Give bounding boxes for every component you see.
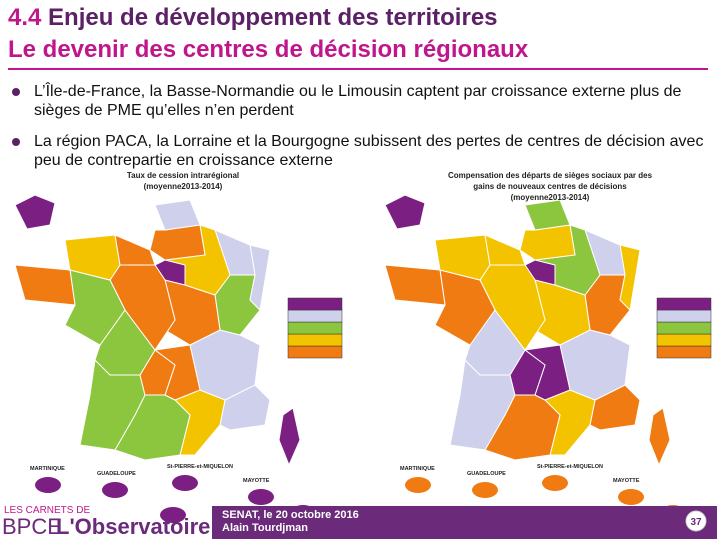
footer-author: Alain Tourdjman: [222, 522, 308, 534]
overseas-shape: [248, 489, 274, 505]
overseas-label: St-PIERRE-et-MIQUELON: [537, 464, 603, 470]
logo-brand: BPCE: [2, 514, 62, 539]
overseas-shape: [542, 475, 568, 491]
overseas-label: REUNION: [155, 496, 180, 502]
overseas-label: GUADELOUPE: [97, 471, 136, 477]
bullet: L’Île-de-France, la Basse-Normandie ou l…: [12, 82, 717, 120]
logo-top: LES CARNETS DE: [4, 505, 90, 516]
legend-swatch: [656, 297, 712, 311]
map-title: Taux de cession intrarégional: [127, 171, 239, 180]
region: [278, 407, 301, 467]
overseas-label: GUADELOUPE: [467, 471, 506, 477]
overseas-label: St-PIERRE-et-MIQUELON: [167, 464, 233, 470]
idf-inset: [384, 194, 426, 230]
overseas-shape: [618, 489, 644, 505]
map-title: (moyenne2013-2014): [144, 182, 223, 191]
region: [114, 234, 156, 266]
legend-swatch: [287, 333, 343, 347]
title: 4.4 Enjeu de développement des territoir…: [8, 4, 498, 32]
overseas-label: MARTINIQUE: [400, 466, 435, 472]
overseas-label: GUYANE: [285, 494, 308, 500]
page-badge: [685, 510, 707, 532]
overseas-label: MAYOTTE: [243, 478, 270, 484]
overseas-shape: [35, 477, 61, 493]
legend-swatch: [287, 321, 343, 335]
overseas-shape: [472, 482, 498, 498]
region: [519, 224, 576, 261]
legend-swatch: [656, 309, 712, 323]
overseas-label: MAYOTTE: [613, 478, 640, 484]
overseas-shape: [102, 482, 128, 498]
rule: [8, 68, 708, 70]
overseas-shape: [172, 475, 198, 491]
overseas-label: GUYANE: [655, 494, 678, 500]
bullet: La région PACA, la Lorraine et la Bourgo…: [12, 132, 717, 170]
footer-bar: [212, 506, 717, 539]
region: [14, 264, 76, 306]
region: [434, 234, 491, 281]
footer-event: SENAT, le 20 octobre 2016: [222, 509, 359, 521]
region: [149, 224, 206, 261]
overseas-label: REUNION: [525, 496, 550, 502]
title-text: Enjeu de développement des territoires: [48, 4, 498, 31]
subtitle: Le devenir des centres de décision régio…: [8, 36, 529, 63]
legend-swatch: [287, 309, 343, 323]
region: [64, 234, 121, 281]
map-title: (moyenne2013-2014): [511, 193, 590, 202]
page-number: 37: [690, 517, 702, 528]
region: [524, 199, 571, 231]
region: [384, 264, 446, 306]
section-number: 4.4: [8, 4, 42, 31]
region: [484, 234, 526, 266]
legend-swatch: [656, 321, 712, 335]
legend-swatch: [656, 333, 712, 347]
legend-swatch: [287, 297, 343, 311]
map-title: gains de nouveaux centres de décisions: [473, 182, 627, 191]
map-title: Compensation des départs de sièges socia…: [448, 171, 653, 180]
logo-name: L'Observatoire: [56, 514, 210, 539]
region: [154, 199, 201, 231]
overseas-shape: [405, 477, 431, 493]
overseas-label: MARTINIQUE: [30, 466, 65, 472]
idf-inset: [14, 194, 56, 230]
overseas-shape: [160, 507, 186, 523]
legend-swatch: [287, 345, 343, 359]
region: [648, 407, 671, 467]
legend-swatch: [656, 345, 712, 359]
